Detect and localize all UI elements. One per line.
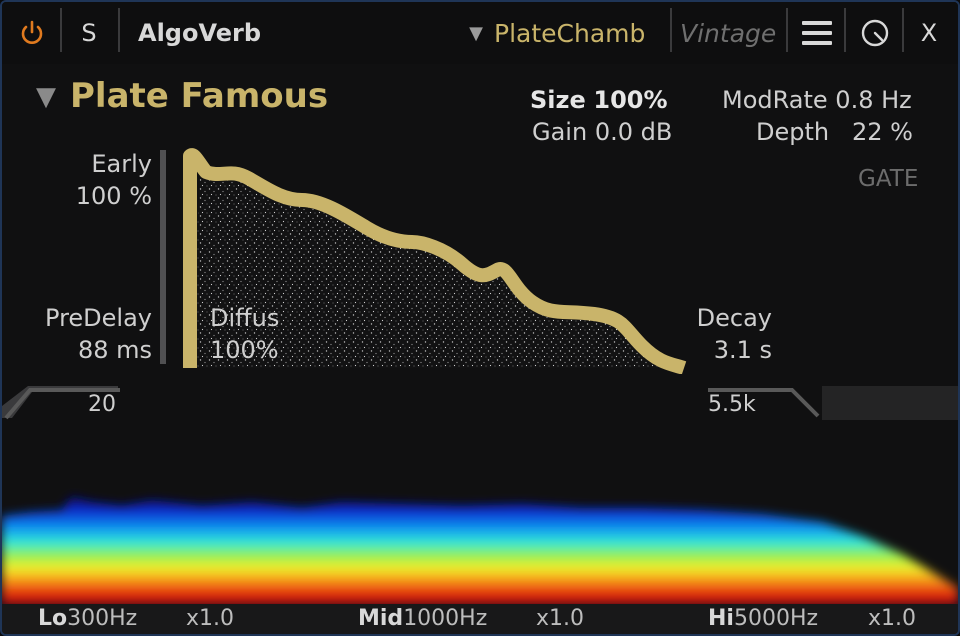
lo-band-label: Lo bbox=[38, 606, 68, 631]
frequency-spectrum-display bbox=[2, 496, 958, 606]
header-divider bbox=[118, 8, 120, 52]
header-divider bbox=[60, 8, 62, 52]
predelay-value[interactable]: 88 ms bbox=[77, 336, 152, 364]
preset-bank-label[interactable]: Vintage bbox=[680, 18, 777, 48]
hi-band-multiplier[interactable]: x1.0 bbox=[868, 606, 917, 631]
gain-value: 0.0 dB bbox=[594, 118, 673, 146]
hamburger-menu-icon bbox=[802, 21, 832, 45]
decay-envelope-curve bbox=[183, 148, 687, 374]
lo-band-freq: 300Hz bbox=[67, 606, 138, 631]
solo-button[interactable]: S bbox=[64, 2, 114, 64]
gain-param[interactable]: Gain 0.0 dB bbox=[532, 118, 672, 146]
close-button[interactable]: X bbox=[920, 19, 938, 47]
triangle-down-icon[interactable]: ▼ bbox=[36, 82, 56, 112]
header-bar: S AlgoVerb ▼ PlateChamb Vintage X bbox=[2, 2, 958, 64]
hicut-value[interactable]: 5.5k bbox=[708, 392, 756, 417]
plugin-name: AlgoVerb bbox=[138, 19, 262, 47]
hi-band-label: Hi bbox=[708, 606, 734, 631]
early-value[interactable]: 100 % bbox=[75, 182, 152, 210]
lo-band-multiplier[interactable]: x1.0 bbox=[186, 606, 235, 631]
depth-label: Depth bbox=[756, 118, 830, 146]
diffus-label: Diffus bbox=[210, 304, 280, 332]
hi-band-freq: 5000Hz bbox=[733, 606, 819, 631]
header-divider bbox=[902, 8, 904, 52]
early-level-slider[interactable] bbox=[160, 150, 166, 364]
gain-label: Gain bbox=[532, 118, 588, 146]
predelay-label: PreDelay bbox=[45, 304, 152, 332]
algorithm-title[interactable]: Plate Famous bbox=[70, 76, 329, 116]
mid-band-label: Mid bbox=[358, 606, 404, 631]
solo-label: S bbox=[81, 19, 97, 47]
size-value: 100% bbox=[593, 86, 668, 114]
triangle-down-icon[interactable]: ▼ bbox=[469, 22, 483, 44]
knob-icon bbox=[861, 19, 889, 47]
modrate-value: 0.8 Hz bbox=[835, 86, 912, 114]
hicut-filter-shape[interactable] bbox=[702, 382, 958, 422]
reverb-tail-fill bbox=[190, 176, 684, 368]
header-divider bbox=[786, 8, 788, 52]
mid-band-multiplier[interactable]: x1.0 bbox=[536, 606, 585, 631]
power-icon bbox=[21, 20, 43, 44]
lo-band[interactable]: Lo300Hz bbox=[38, 606, 137, 631]
diffus-value[interactable]: 100% bbox=[210, 336, 279, 364]
decay-value[interactable]: 3.1 s bbox=[713, 336, 772, 364]
size-label: Size bbox=[530, 86, 586, 114]
preset-selector[interactable]: PlateChamb bbox=[494, 18, 646, 48]
menu-button[interactable] bbox=[792, 2, 842, 64]
power-button[interactable] bbox=[10, 2, 54, 64]
lowcut-filter-shape[interactable] bbox=[2, 382, 132, 422]
depth-value: 22 % bbox=[852, 118, 913, 146]
modrate-param[interactable]: ModRate 0.8 Hz bbox=[722, 86, 912, 114]
depth-param[interactable]: Depth 22 % bbox=[756, 118, 913, 146]
hi-band[interactable]: Hi5000Hz bbox=[708, 606, 818, 631]
modrate-label: ModRate bbox=[722, 86, 828, 114]
mid-band[interactable]: Mid1000Hz bbox=[358, 606, 487, 631]
header-divider bbox=[670, 8, 672, 52]
gate-button[interactable]: GATE bbox=[858, 166, 919, 192]
early-label: Early bbox=[91, 150, 152, 178]
header-divider bbox=[844, 8, 846, 52]
decay-label: Decay bbox=[696, 304, 772, 332]
eq-band-bar: Lo300Hz x1.0 Mid1000Hz x1.0 Hi5000Hz x1.… bbox=[2, 604, 958, 634]
decay-envelope-graph[interactable] bbox=[172, 142, 692, 374]
settings-knob-button[interactable] bbox=[850, 2, 900, 64]
lowcut-value[interactable]: 20 bbox=[88, 392, 116, 417]
size-param[interactable]: Size 100% bbox=[530, 86, 668, 114]
mid-band-freq: 1000Hz bbox=[403, 606, 488, 631]
